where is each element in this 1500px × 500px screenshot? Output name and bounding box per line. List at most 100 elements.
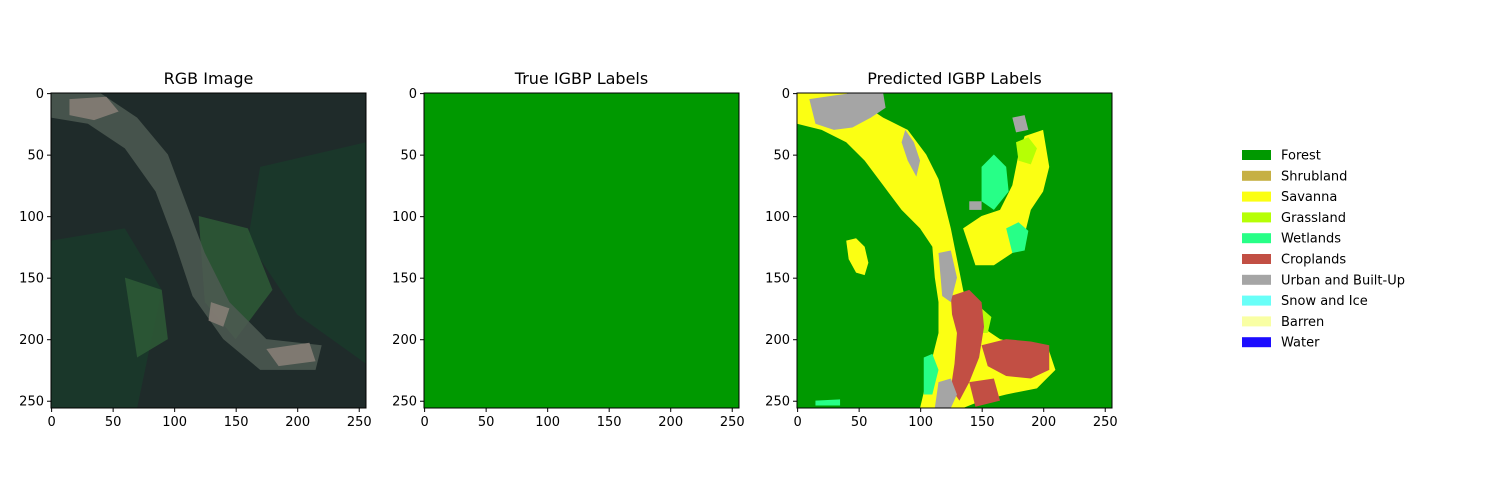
y-tick-label: 50 [27, 149, 44, 164]
label-region [901, 129, 921, 177]
y-tick-label: 150 [392, 272, 417, 287]
x-tick-label: 250 [1093, 415, 1118, 430]
x-tick-label: 150 [597, 415, 622, 430]
axes-frame [423, 92, 740, 409]
legend-item: Snow and Ice [1242, 294, 1368, 309]
x-tick-label: 100 [162, 415, 187, 430]
x-tick-label: 200 [285, 415, 310, 430]
x-tick-label: 0 [47, 415, 55, 430]
y-tick-label: 100 [765, 210, 790, 225]
x-tick-label: 100 [908, 415, 933, 430]
legend-label: Urban and Built-Up [1281, 273, 1405, 288]
label-region [981, 339, 1050, 379]
y-tick-label: 150 [765, 272, 790, 287]
label-region [934, 378, 957, 408]
legend-swatch [1242, 316, 1271, 327]
label-region [923, 353, 939, 395]
legend-item: Shrubland [1242, 169, 1347, 184]
y-tick-label: 0 [409, 87, 417, 102]
image-area [424, 93, 739, 408]
x-tick-label: 150 [970, 415, 995, 430]
legend-label: Water [1281, 336, 1320, 351]
legend-item: Croplands [1242, 253, 1346, 268]
label-region [963, 129, 1050, 266]
true-labels-panel: True IGBP Labels 0 50 100 150 200 25005010015… [392, 69, 744, 430]
y-tick-label: 250 [392, 395, 417, 410]
terrain-region [247, 142, 366, 364]
legend-label: Shrubland [1281, 169, 1347, 184]
y-tick-label: 0 [782, 87, 790, 102]
x-tick-label: 0 [420, 415, 428, 430]
terrain-region [51, 228, 162, 408]
label-region [950, 289, 985, 401]
panel-title: RGB Image [164, 69, 254, 88]
legend-label: Snow and Ice [1281, 294, 1368, 309]
legend-label: Croplands [1281, 253, 1346, 268]
terrain-region [124, 277, 168, 358]
legend-label: Savanna [1281, 190, 1337, 205]
legend-item: Forest [1242, 149, 1321, 164]
panel-title: True IGBP Labels [514, 69, 648, 88]
x-tick-label: 100 [535, 415, 560, 430]
label-region [1006, 222, 1029, 253]
label-region [969, 378, 1001, 407]
label-region [815, 399, 841, 406]
label-region [1016, 137, 1037, 165]
legend-swatch [1242, 170, 1271, 181]
legend-swatch [1242, 191, 1271, 202]
terrain-region [69, 96, 119, 121]
y-tick-label: 250 [765, 395, 790, 410]
terrain-region [208, 302, 230, 327]
x-tick-label: 250 [720, 415, 745, 430]
image-area [797, 93, 1112, 408]
y-tick-label: 200 [392, 333, 417, 348]
label-region [969, 201, 982, 210]
legend-item: Savanna [1242, 190, 1337, 205]
legend-swatch [1242, 254, 1271, 264]
legend-item: Water [1242, 336, 1320, 351]
y-tick-label: 100 [19, 210, 44, 225]
x-tick-label: 0 [793, 415, 801, 430]
x-tick-label: 50 [478, 415, 495, 430]
image-area [51, 93, 366, 408]
legend-swatch [1242, 274, 1271, 285]
legend-swatch [1242, 150, 1271, 160]
legend-label: Forest [1281, 149, 1321, 164]
y-tick-label: 100 [392, 210, 417, 225]
legend-label: Barren [1281, 315, 1324, 330]
y-tick-label: 200 [765, 333, 790, 348]
label-fill [424, 93, 739, 408]
x-tick-label: 200 [658, 415, 683, 430]
legend-swatch [1242, 212, 1271, 223]
terrain-region [51, 93, 322, 370]
x-tick-label: 50 [105, 415, 122, 430]
y-tick-label: 0 [36, 87, 44, 102]
axes-frame [796, 92, 1113, 409]
x-tick-label: 50 [851, 415, 868, 430]
axes-frame [50, 92, 367, 409]
y-tick-label: 150 [19, 272, 44, 287]
label-region [981, 154, 1009, 210]
legend: Forest Shrubland Savanna Grassland Wetlands C… [1242, 149, 1405, 351]
y-tick-label: 50 [400, 149, 417, 164]
legend-swatch [1242, 295, 1271, 306]
label-region [846, 238, 869, 276]
label-region [938, 250, 957, 303]
legend-label: Wetlands [1281, 232, 1341, 247]
y-tick-label: 200 [19, 333, 44, 348]
legend-item: Barren [1242, 315, 1324, 330]
predicted-labels-panel: Predicted IGBP Labels 0 50 100 150 200 250050… [765, 69, 1117, 430]
legend-item: Grassland [1242, 211, 1346, 226]
x-tick-label: 250 [347, 415, 372, 430]
legend-swatch [1242, 337, 1271, 348]
panel-title: Predicted IGBP Labels [867, 69, 1042, 88]
label-region [809, 93, 886, 130]
y-tick-label: 50 [773, 149, 790, 164]
legend-item: Wetlands [1242, 232, 1341, 247]
label-region [1012, 115, 1029, 133]
legend-swatch [1242, 233, 1271, 244]
y-tick-label: 250 [19, 395, 44, 410]
legend-item: Urban and Built-Up [1242, 273, 1405, 288]
